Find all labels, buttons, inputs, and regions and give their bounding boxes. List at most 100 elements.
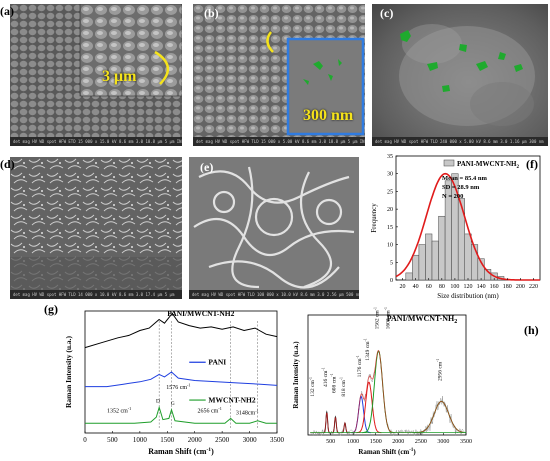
annotation: 1576 cm-1 (166, 383, 190, 391)
sem-texture-c (399, 24, 535, 126)
spectrum-line (84, 312, 278, 349)
x-tick-label: 2500 (415, 439, 427, 445)
fitted-peak (412, 400, 466, 434)
y-tick-label: 15 (387, 225, 393, 231)
x-tick-label: 80 (439, 284, 445, 290)
peak-label: 1562 cm-1 (373, 307, 380, 329)
legend-label: PANI-MWCNT-NH2 (457, 160, 520, 170)
gaussian-fit-line (395, 172, 540, 281)
x-tick-label: 2500 (215, 436, 230, 444)
panel-label-c: (c) (380, 6, 394, 20)
legend-swatch (443, 159, 455, 167)
sem-info-bar-a: det mag HV WD spot HFW ETD 15 000 x 15.0… (10, 137, 182, 146)
fitted-peak (351, 395, 371, 434)
peak-label: 1349 cm-1 (364, 338, 371, 360)
x-tick-label: 3500 (460, 439, 472, 445)
x-tick-label: 20 (400, 284, 406, 290)
y-tick-label: 30 (387, 172, 393, 178)
histogram-chart: 20 40 60 80 100 120 140 160 180 200 220 0 5 10 15 20 25 3… (370, 154, 541, 300)
y-axis-label: Raman Intensity (u.a.) (292, 341, 300, 409)
histogram-bar (425, 233, 433, 281)
fitted-peak (332, 415, 339, 434)
sem-image-d: det mag HV WD spot HFW TLD 14 000 x 10.0… (10, 157, 182, 299)
sem-image-c: det mag HV WD spot HFW TLD 240 000 x 5.0… (372, 4, 548, 146)
histogram-bar (431, 240, 439, 281)
y-tick-label: 20 (387, 207, 393, 213)
y-tick-label: 25 (387, 189, 393, 195)
x-tick-label: 120 (464, 284, 473, 290)
cumulative-fit (310, 349, 464, 433)
series-label: PANI (208, 358, 226, 367)
stat-text: N = 200 (442, 193, 463, 200)
histogram-bar (418, 244, 426, 281)
sem-info-bar-c: det mag HV WD spot HFW TLD 240 000 x 5.0… (372, 137, 548, 146)
annotation: 1352 cm-1 (107, 406, 131, 414)
x-tick-label: 500 (107, 436, 118, 444)
y-tick-label: 5 (390, 260, 393, 266)
histogram-bar (464, 233, 472, 281)
panel-label-f: (f) (526, 157, 538, 171)
x-tick-label: 2000 (392, 439, 404, 445)
x-tick-label: 500 (326, 439, 335, 445)
chart-title: PANI/MWCNT-NH2 (387, 314, 458, 325)
stat-text: Mean = 85.4 nm (442, 175, 487, 182)
scale-label-b: 300 nm (303, 107, 354, 124)
sem-texture-d (10, 157, 182, 299)
annotation: G (171, 401, 175, 407)
x-tick-label: 140 (477, 284, 486, 290)
histogram-bar (457, 198, 465, 281)
x-axis-label: Raman Shift (cm-1) (358, 448, 416, 456)
x-tick-label: 3500 (270, 436, 285, 444)
series-label: MWCNT-NH2 (208, 396, 255, 405)
raman-chart-g: PANI/MWCNT-NH2 PANI MWCNT-NH2 D G 1576 cm-1 13… (64, 309, 285, 456)
histogram-bar (438, 215, 446, 281)
y-axis-label: Frequency (370, 203, 378, 233)
peak-label: 1176 cm-1 (356, 355, 363, 377)
x-tick-label: 3000 (243, 436, 257, 444)
plot-frame (307, 314, 467, 436)
x-tick-label: 180 (503, 284, 512, 290)
panel-label-e: (e) (200, 160, 214, 174)
y-axis-label: Raman Intensity (u.a.) (64, 335, 73, 408)
peak-label: 608 cm-1 (330, 373, 337, 393)
x-tick-label: 40 (413, 284, 419, 290)
sem-image-a: 3 μm det mag HV WD spot HFW ETD 15 000 x… (10, 4, 182, 146)
panel-label-b: (b) (204, 6, 219, 20)
x-tick-label: 3000 (437, 439, 449, 445)
x-tick-label: 200 (516, 284, 525, 290)
panel-label-a: (a) (0, 4, 14, 18)
y-tick-label: 0 (390, 278, 393, 284)
histogram-bar (405, 272, 413, 281)
x-tick-label: 2000 (188, 436, 203, 444)
histogram-bar (471, 244, 479, 281)
sem-texture-b (193, 4, 365, 146)
raman-panel-h: 132 cm-1 416 cm-1 608 cm-1 818 cm-1 1176 cm-… (286, 305, 550, 461)
spectrum-line (85, 405, 277, 424)
annotation: 2656 cm-1 (197, 406, 221, 414)
x-tick-label: 1500 (160, 436, 175, 444)
sem-image-b: 300 nm det mag HV WD spot HFW TLD 15 000… (193, 4, 365, 146)
histogram-panel: 20 40 60 80 100 120 140 160 180 200 220 0 5 10 15 20 25 3… (364, 150, 550, 305)
sem-texture-e (189, 157, 359, 299)
fitted-peak (356, 381, 382, 434)
sem-image-e: det mag HV WD spot HFW TLD 100 000 x 10.… (189, 157, 359, 299)
peak-label: 1602 cm-1 (384, 307, 391, 329)
y-tick-label: 10 (387, 243, 393, 249)
x-axis-label: Raman Shift (cm-1) (148, 447, 214, 456)
sem-texture-a (10, 4, 182, 146)
sem-info-bar-d: det mag HV WD spot HFW TLD 14 000 x 10.0… (10, 290, 182, 299)
sem-info-bar-e: det mag HV WD spot HFW TLD 100 000 x 10.… (189, 290, 359, 299)
annotation: D (156, 399, 160, 405)
peak-label: 2956 cm-1 (436, 359, 443, 381)
x-axis-label: Size distribution (nm) (437, 292, 499, 300)
panel-label-h: (h) (524, 323, 539, 337)
x-tick-label: 1500 (370, 439, 382, 445)
panel-label-g: (g) (44, 302, 58, 316)
peak-label: 132 cm-1 (309, 377, 316, 397)
annotation: 3148cm-1 (236, 408, 259, 416)
x-tick-label: 60 (426, 284, 432, 290)
x-tick-label: 160 (490, 284, 499, 290)
peak-label: 818 cm-1 (340, 377, 347, 397)
peak-label: 416 cm-1 (322, 367, 329, 387)
